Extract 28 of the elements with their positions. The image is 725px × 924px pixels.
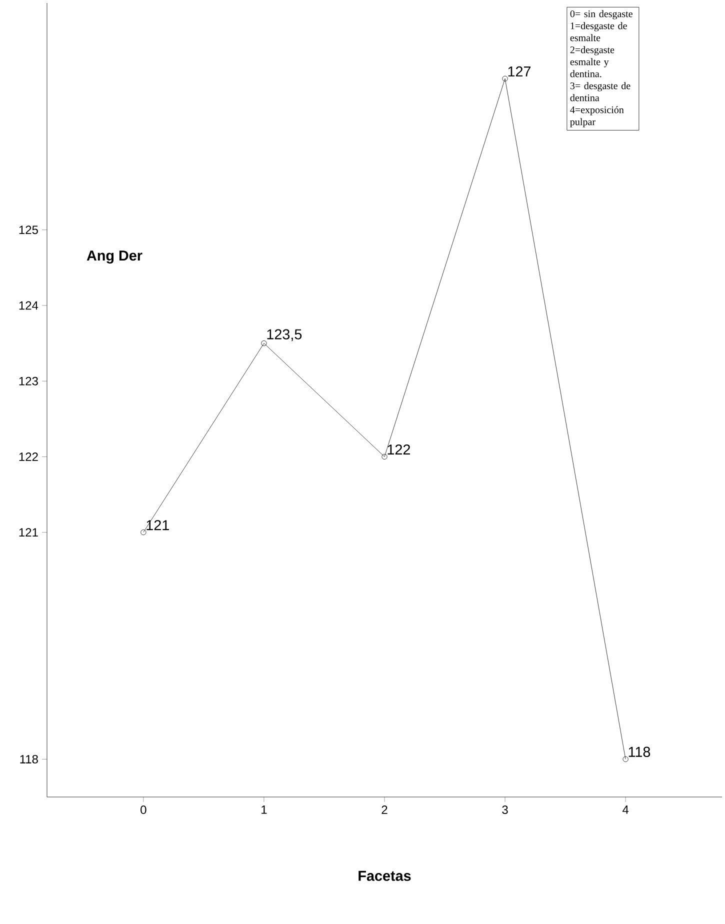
annotation: 1=desgaste de esmalte <box>570 22 627 42</box>
point <box>622 756 628 762</box>
point <box>502 76 508 82</box>
data-label: 123,5 <box>267 329 302 342</box>
y-tick-label: 124 <box>19 301 38 310</box>
annotation: 2=desgaste esmalte y dentina. <box>570 46 614 78</box>
x-tick-label: 3 <box>502 806 508 814</box>
y-tick-label: 118 <box>20 754 38 764</box>
y-axis-title: Ang Der <box>86 250 142 264</box>
data-label: 118 <box>628 746 650 757</box>
y-tick-label: 121 <box>19 528 38 537</box>
data-label: 121 <box>146 520 169 530</box>
annotation: 0= sin desgaste <box>570 10 632 20</box>
y-tick-label: 123 <box>19 376 38 386</box>
data-label: 127 <box>508 66 531 76</box>
y-tick-label: 122 <box>19 452 38 461</box>
annotation: 3= desgaste de dentina <box>570 82 630 102</box>
data-label: 122 <box>388 444 410 455</box>
x-tick-label: 4 <box>622 806 629 814</box>
x-axis-title: Facetas <box>358 870 411 881</box>
point <box>382 454 388 460</box>
x-tick-label: 2 <box>382 806 388 814</box>
annotation: 4=exposición pulpar <box>570 106 624 128</box>
x-tick-label: 0 <box>140 806 146 814</box>
point <box>140 530 146 536</box>
x-tick-label: 1 <box>262 806 267 814</box>
y-tick-label: 125 <box>19 226 38 234</box>
point <box>261 340 267 346</box>
